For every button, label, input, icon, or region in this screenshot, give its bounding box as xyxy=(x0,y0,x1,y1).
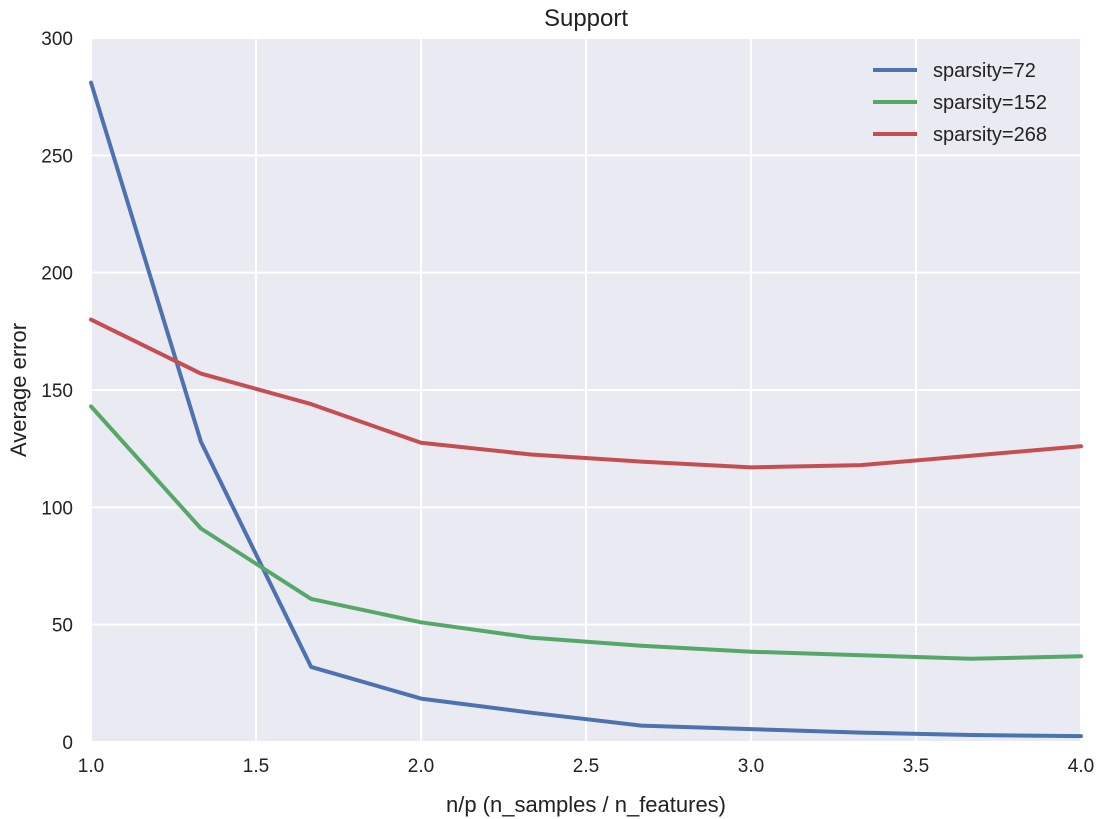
x-tick-label: 3.0 xyxy=(738,756,764,777)
y-axis-title: Average error xyxy=(6,323,31,457)
x-axis-title: n/p (n_samples / n_features) xyxy=(446,792,726,817)
y-tick-label: 300 xyxy=(41,29,73,50)
chart-title: Support xyxy=(544,5,628,32)
series-line-1 xyxy=(89,80,1083,739)
legend-label: sparsity=152 xyxy=(933,92,1047,114)
series-layer xyxy=(89,80,1083,739)
x-tick-label: 1.0 xyxy=(78,756,104,777)
y-tick-label: 100 xyxy=(41,498,73,519)
y-tick-labels: 0 50 100 150 200 250 300 xyxy=(41,29,73,754)
y-tick-label: 250 xyxy=(41,146,73,167)
y-tick-label: 200 xyxy=(41,264,73,285)
x-tick-label: 2.0 xyxy=(408,756,434,777)
y-tick-label: 50 xyxy=(52,616,73,637)
x-tick-label: 3.5 xyxy=(903,756,929,777)
y-tick-label: 150 xyxy=(41,381,73,402)
grid xyxy=(90,37,1082,743)
x-tick-label: 4.0 xyxy=(1068,756,1094,777)
legend-label: sparsity=72 xyxy=(933,60,1036,82)
legend: sparsity=72 sparsity=152 sparsity=268 xyxy=(873,60,1047,146)
y-tick-label: 0 xyxy=(62,733,73,754)
legend-label: sparsity=268 xyxy=(933,124,1047,146)
x-tick-label: 2.5 xyxy=(573,756,599,777)
x-tick-labels: 1.0 1.5 2.0 2.5 3.0 3.5 4.0 xyxy=(78,756,1094,777)
series-line-3 xyxy=(89,317,1083,470)
series-line-2 xyxy=(89,404,1083,661)
x-tick-label: 1.5 xyxy=(243,756,269,777)
